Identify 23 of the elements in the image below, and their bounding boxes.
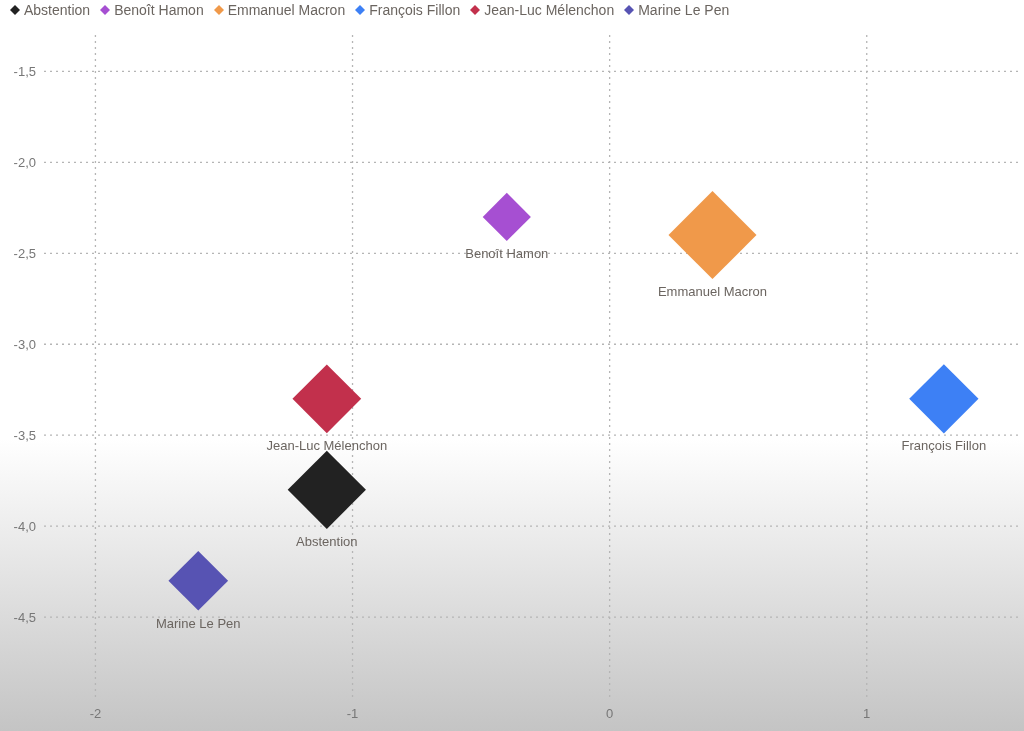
legend-label: Abstention (24, 2, 91, 18)
text: Marine Le Pen (155, 615, 241, 631)
text: Jean-Luc Mélenchon (266, 438, 388, 454)
text: François Fillon (901, 438, 987, 454)
legend-label: Emmanuel Macron (227, 2, 346, 18)
legend-label: Jean-Luc Mélenchon (484, 2, 615, 18)
x-tick-label: 0 (606, 706, 614, 722)
y-tick-label: -1,5 (13, 64, 36, 79)
legend-label: Marine Le Pen (638, 2, 730, 18)
y-tick-label: -2,5 (13, 245, 36, 261)
y-tick-label: -3,5 (13, 427, 36, 443)
text: Emmanuel Macron (657, 284, 768, 300)
y-tick-label: -4,0 (13, 518, 36, 534)
text: Benoît Hamon (465, 246, 549, 262)
x-tick-label: -2 (89, 706, 102, 722)
x-tick-label: 1 (863, 706, 871, 722)
legend-label: Benoît Hamon (114, 2, 204, 18)
legend-label: François Fillon (369, 2, 461, 18)
y-tick-label: -3,0 (13, 336, 36, 352)
x-tick-label: -1 (346, 706, 359, 722)
y-tick-label: -4,5 (13, 609, 36, 625)
text: Abstention (296, 533, 358, 549)
y-tick-label: -2,0 (13, 154, 36, 170)
